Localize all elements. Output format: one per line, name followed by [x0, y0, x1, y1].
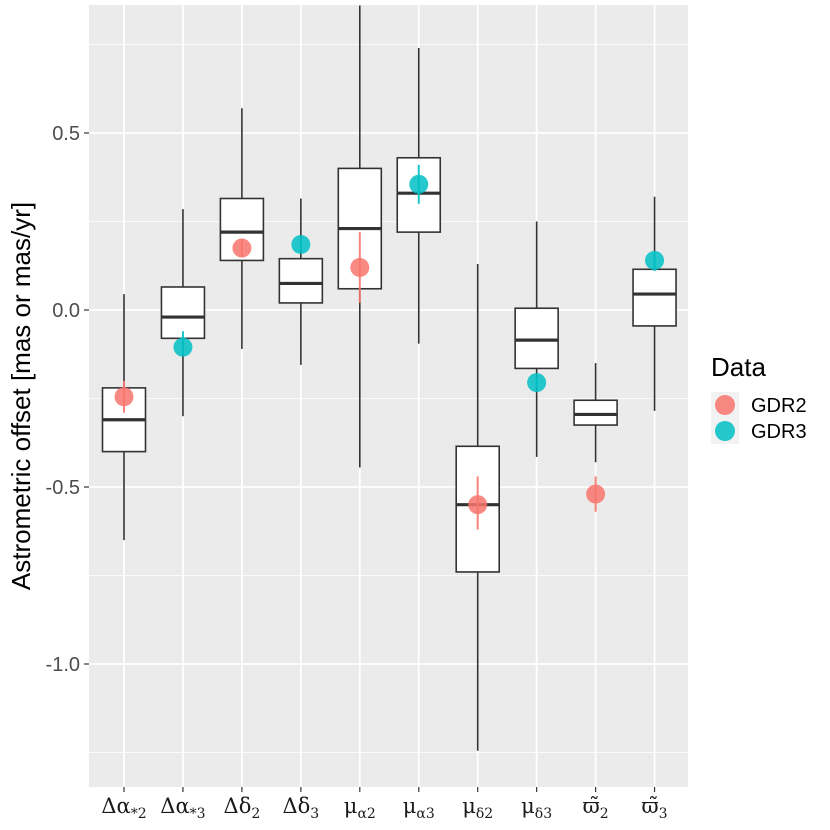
x-tick-label-sub: *3	[190, 806, 206, 822]
legend: Data GDR2 GDR3	[711, 352, 807, 444]
box-body	[278, 257, 324, 304]
x-tick-label-sub: 2	[251, 806, 260, 822]
y-axis: 0.5 0.0 -0.5 -1.0	[46, 123, 89, 676]
legend-label-gdr3: GDR3	[751, 421, 807, 443]
point-group	[114, 164, 665, 530]
point-gdr2	[586, 484, 606, 504]
x-tick-label-main: Δα	[160, 794, 189, 818]
x-tick-label-main: μ	[403, 794, 417, 818]
x-tick-label-sub: 3	[310, 806, 319, 822]
x-tick-label-main: μ	[521, 794, 535, 818]
legend-dot-gdr3	[715, 421, 735, 441]
x-tick-label-main: Δδ	[282, 794, 310, 818]
x-tick-label: μδ3	[521, 794, 552, 822]
x-tick-label: μα3	[403, 794, 435, 822]
box-body	[514, 307, 559, 370]
x-tick-label-sub: α2	[357, 806, 375, 822]
point-gdr2	[350, 258, 370, 278]
x-tick-label-main: ϖ̃	[642, 794, 659, 818]
x-tick-label-sub: 2	[600, 806, 609, 822]
x-tick-label-sub: α3	[416, 806, 434, 822]
x-tick-label-sub: δ2	[476, 806, 493, 822]
point-gdr3	[173, 337, 193, 357]
plot-panel	[89, 5, 688, 787]
x-tick-label: Δδ2	[224, 794, 261, 822]
x-tick-label: Δα*3	[160, 794, 205, 822]
box-body	[160, 286, 206, 340]
x-tick-label: μδ2	[462, 794, 493, 822]
x-tick-label: Δδ3	[282, 794, 319, 822]
point-gdr2	[232, 238, 252, 258]
x-tick-label-main: Δδ	[224, 794, 252, 818]
x-tick-label: μα2	[344, 794, 376, 822]
y-tick-label: -1.0	[46, 654, 80, 676]
box-group	[101, 5, 677, 751]
y-tick-label: -0.5	[46, 477, 80, 499]
x-tick-label-main: μ	[462, 794, 476, 818]
point-gdr3	[645, 250, 665, 270]
x-tick-label-main: ϖ̃	[583, 794, 600, 818]
x-axis: Δα*2 Δα*3 Δδ2 Δδ3 μα2 μα3 μδ2 μδ3 ϖ̃2 ϖ̃3	[101, 787, 668, 822]
y-tick-label: 0.5	[52, 123, 80, 145]
point-gdr2	[114, 387, 134, 407]
legend-label-gdr2: GDR2	[751, 395, 807, 417]
point-gdr3	[291, 235, 311, 255]
y-tick-label: 0.0	[52, 300, 80, 322]
x-tick-label-sub: δ3	[535, 806, 552, 822]
point-gdr3	[527, 373, 547, 393]
x-tick-label-sub: 3	[659, 806, 668, 822]
box-body	[573, 399, 618, 426]
legend-title: Data	[711, 352, 766, 382]
box-body	[632, 268, 677, 327]
point-gdr3	[409, 174, 429, 194]
point-gdr2	[468, 495, 488, 515]
y-axis-title: Astrometric offset [mas or mas/yr]	[6, 202, 36, 590]
x-tick-label: ϖ̃2	[583, 794, 609, 822]
x-tick-label-main: μ	[344, 794, 358, 818]
x-tick-label-sub: *2	[131, 806, 147, 822]
x-tick-label-main: Δα	[101, 794, 130, 818]
x-tick-label: ϖ̃3	[642, 794, 668, 822]
x-tick-label: Δα*2	[101, 794, 146, 822]
legend-dot-gdr2	[715, 395, 735, 415]
